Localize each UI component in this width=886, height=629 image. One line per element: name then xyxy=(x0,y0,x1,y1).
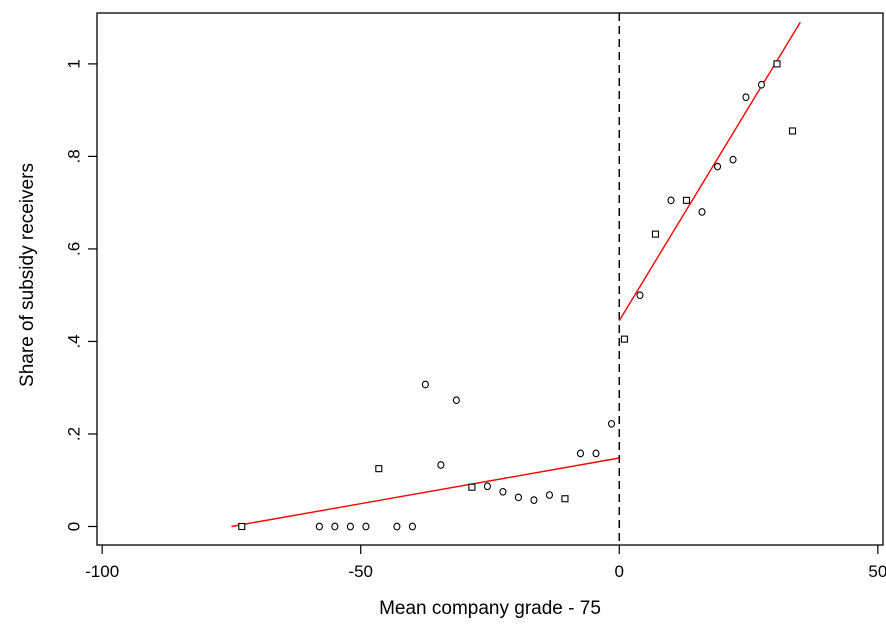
x-tick-label: 0 xyxy=(615,562,624,581)
data-point-square xyxy=(620,335,628,343)
data-point-circle xyxy=(729,155,737,164)
x-axis: -100 -50 0 50 xyxy=(85,545,886,581)
data-point-square xyxy=(375,465,383,473)
data-point-square xyxy=(468,483,476,491)
data-point-circle xyxy=(499,487,507,496)
data-point-circle xyxy=(437,461,445,469)
data-point-circle xyxy=(331,522,339,531)
plot-frame xyxy=(96,12,884,546)
data-point-circle xyxy=(592,449,600,458)
y-tick-label: .6 xyxy=(64,242,83,256)
data-point-circle xyxy=(636,291,644,300)
data-point-circle xyxy=(346,522,354,531)
fit-lines xyxy=(231,21,801,528)
data-point-square xyxy=(788,127,797,135)
data-point-circle xyxy=(698,208,706,216)
y-tick-label: .8 xyxy=(64,149,83,163)
data-point-circle xyxy=(757,80,766,89)
y-tick-label: 0 xyxy=(64,522,83,531)
x-axis-title: Mean company grade - 75 xyxy=(379,598,601,619)
x-tick-label: -100 xyxy=(85,562,119,581)
data-point-circle xyxy=(667,196,675,205)
data-point-circle xyxy=(452,396,460,405)
fit-line xyxy=(231,457,620,528)
data-point-circle xyxy=(607,419,616,428)
data-point-circle xyxy=(742,93,750,102)
data-point-circle xyxy=(362,522,370,531)
data-point-circle xyxy=(530,496,538,504)
data-point-circle xyxy=(408,522,416,531)
y-tick-label: 1 xyxy=(64,59,83,68)
plot-border xyxy=(96,12,884,546)
y-axis-title: Share of subsidy receivers xyxy=(17,163,38,387)
data-point-square xyxy=(651,230,660,238)
y-tick-label: .4 xyxy=(64,334,83,348)
x-tick-label: -50 xyxy=(348,562,373,581)
x-tick-label: 50 xyxy=(868,562,886,581)
data-point-circle xyxy=(545,491,554,499)
data-point-circle xyxy=(713,162,722,171)
data-point-circle xyxy=(315,522,323,531)
data-point-circle xyxy=(483,482,491,491)
data-points xyxy=(238,60,797,531)
y-tick-label: .2 xyxy=(64,427,83,441)
fit-line xyxy=(618,21,801,321)
data-point-square xyxy=(238,522,246,531)
data-point-circle xyxy=(576,449,585,458)
data-point-square xyxy=(682,196,691,204)
data-point-square xyxy=(561,495,569,503)
data-point-circle xyxy=(393,522,401,531)
y-axis: 0 .2 .4 .6 .8 1 xyxy=(64,59,97,531)
data-point-square xyxy=(773,60,781,68)
data-point-circle xyxy=(514,493,522,502)
data-point-circle xyxy=(421,380,429,389)
